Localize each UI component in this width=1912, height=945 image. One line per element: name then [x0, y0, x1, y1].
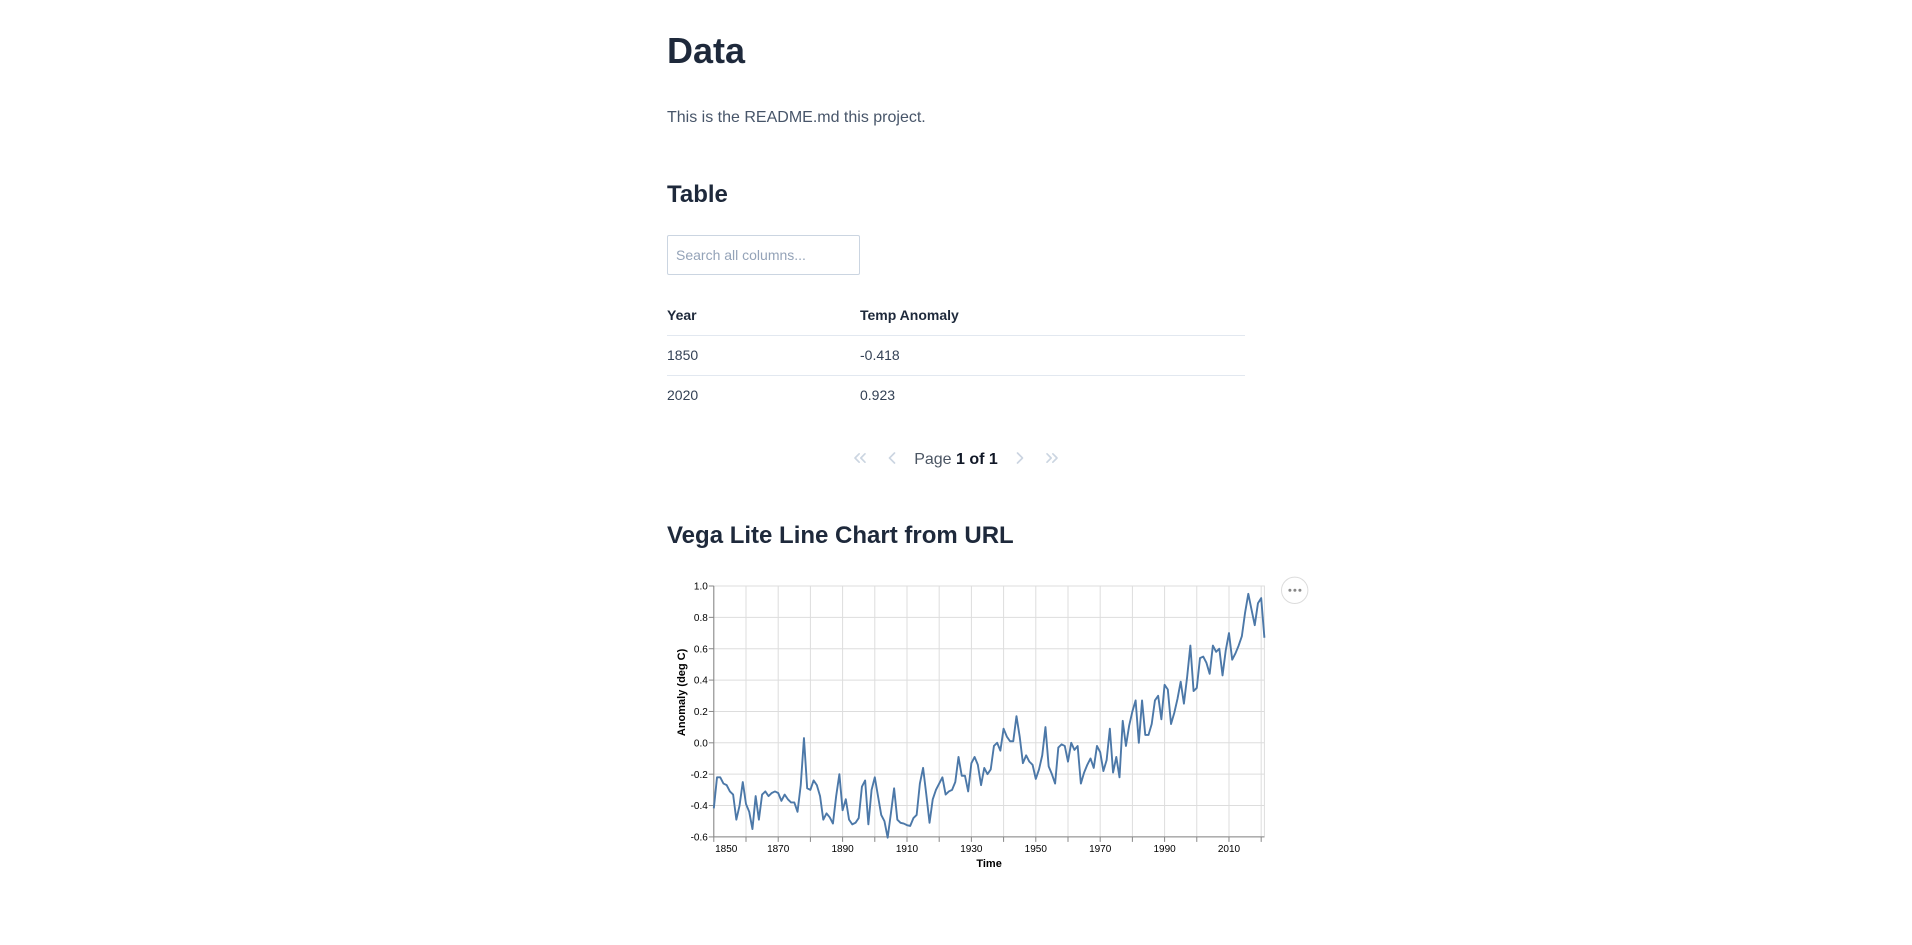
svg-text:1950: 1950	[1025, 844, 1048, 855]
svg-text:2010: 2010	[1218, 844, 1241, 855]
svg-text:Anomaly (deg C): Anomaly (deg C)	[676, 648, 688, 736]
svg-text:-0.6: -0.6	[691, 833, 709, 844]
svg-text:1870: 1870	[767, 844, 790, 855]
svg-text:1.0: 1.0	[694, 582, 708, 593]
svg-text:Time: Time	[976, 858, 1001, 870]
svg-text:0.4: 0.4	[694, 676, 708, 687]
svg-text:1850: 1850	[715, 844, 738, 855]
svg-text:1930: 1930	[960, 844, 983, 855]
svg-text:-0.2: -0.2	[691, 770, 709, 781]
svg-text:1910: 1910	[896, 844, 919, 855]
svg-text:-0.4: -0.4	[691, 801, 709, 812]
svg-text:0.6: 0.6	[694, 644, 708, 655]
svg-text:0.8: 0.8	[694, 613, 708, 624]
svg-text:0.0: 0.0	[694, 738, 708, 749]
svg-text:1990: 1990	[1153, 844, 1176, 855]
svg-text:0.2: 0.2	[694, 707, 708, 718]
svg-text:1970: 1970	[1089, 844, 1112, 855]
svg-text:1890: 1890	[831, 844, 854, 855]
